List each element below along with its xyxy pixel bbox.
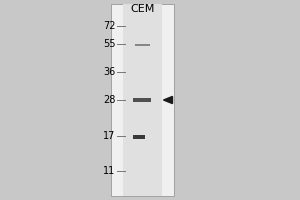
Text: 72: 72 (103, 21, 116, 31)
Bar (135, 44, 150, 46)
Bar (134, 98, 152, 102)
Polygon shape (164, 96, 172, 104)
Text: CEM: CEM (130, 4, 155, 14)
Text: 11: 11 (103, 166, 116, 176)
Bar (123, 4, 162, 196)
Text: 36: 36 (103, 67, 116, 77)
Bar (133, 135, 145, 139)
Text: 55: 55 (103, 39, 116, 49)
Bar (111, 4, 174, 196)
Text: 28: 28 (103, 95, 116, 105)
Text: 17: 17 (103, 131, 116, 141)
